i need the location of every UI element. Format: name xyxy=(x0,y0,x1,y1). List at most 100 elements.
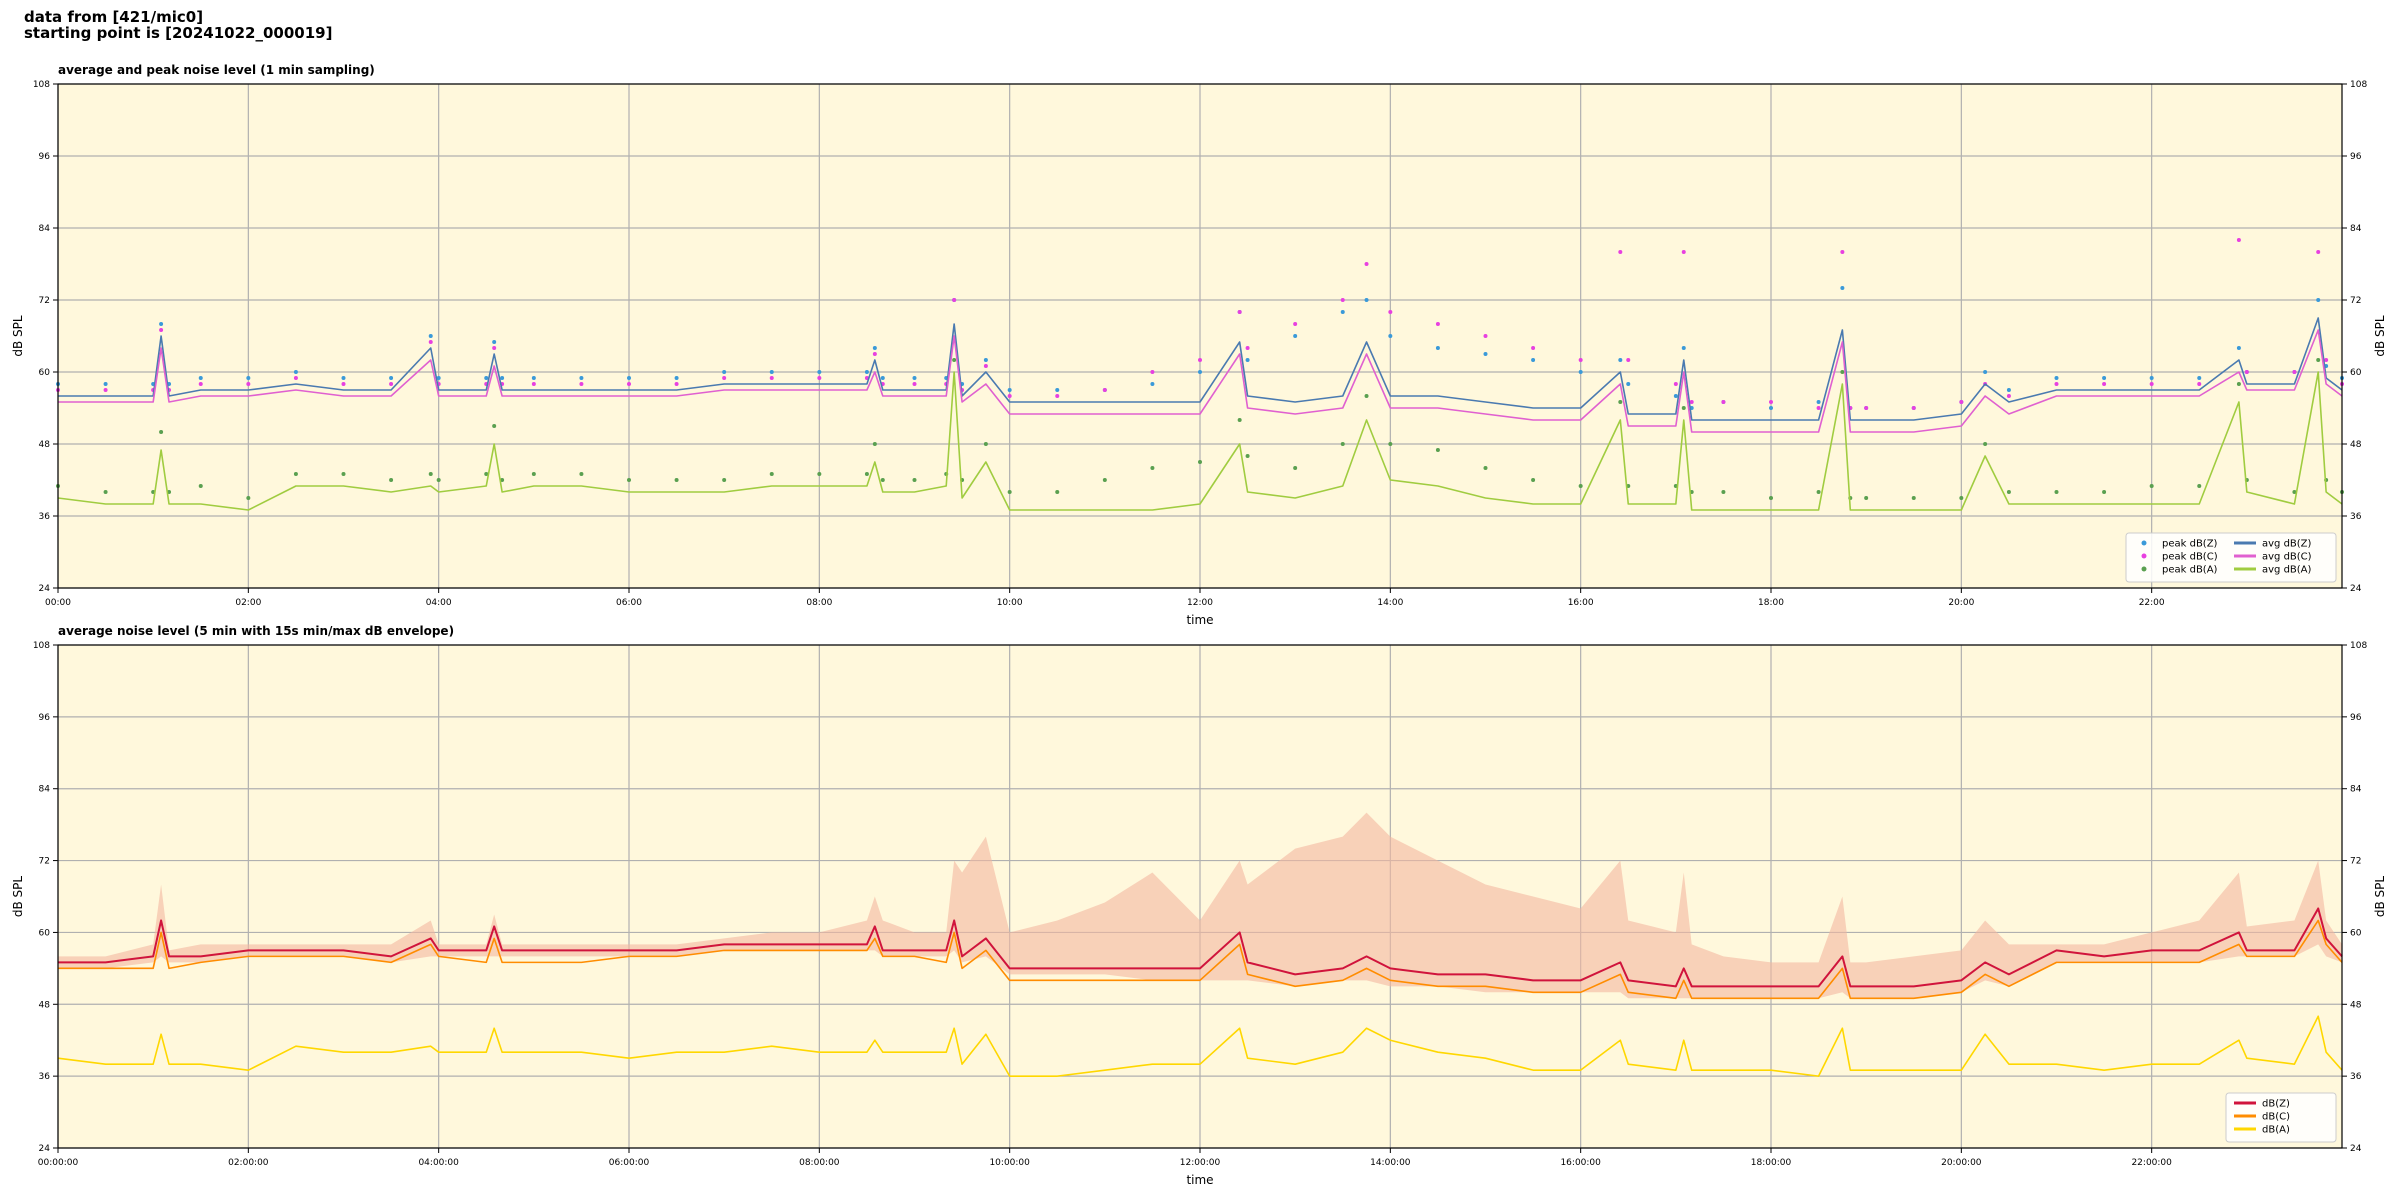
peak-point xyxy=(579,382,584,386)
y-tick-label: 108 xyxy=(33,80,50,90)
x-tick-label: 02:00 xyxy=(235,598,261,608)
peak-point xyxy=(1689,400,1694,404)
peak-point xyxy=(1721,490,1726,494)
peak-point xyxy=(983,442,988,446)
peak-point xyxy=(1531,478,1536,482)
y-tick-label: 24 xyxy=(2350,1144,2362,1154)
peak-point xyxy=(817,472,822,476)
y-tick-label: 48 xyxy=(39,1000,51,1010)
peak-point xyxy=(2316,358,2321,362)
peak-point xyxy=(1245,358,1250,362)
peak-point xyxy=(1007,388,1012,392)
peak-point xyxy=(1618,250,1623,254)
header-line: starting point is [20241022_000019] xyxy=(24,24,332,42)
peak-point xyxy=(2236,382,2241,386)
y-tick-label: 24 xyxy=(2350,584,2362,594)
y-tick-label: 72 xyxy=(39,296,50,306)
peak-point xyxy=(579,376,584,380)
peak-point xyxy=(872,346,877,350)
plot-frame xyxy=(57,644,2343,1149)
peak-point xyxy=(293,472,298,476)
peak-point xyxy=(817,376,822,380)
y-tick-label: 96 xyxy=(2350,713,2362,723)
peak-point xyxy=(492,346,497,350)
peak-point xyxy=(2197,382,2202,386)
peak-point xyxy=(436,478,441,482)
y-axis-label: dB SPL xyxy=(2373,315,2387,357)
peak-point xyxy=(2292,370,2297,374)
y-tick-label: 96 xyxy=(39,152,51,162)
peak-point xyxy=(492,340,497,344)
peak-point xyxy=(1388,442,1393,446)
peak-point xyxy=(1435,448,1440,452)
x-tick-label: 18:00:00 xyxy=(1751,1158,1792,1168)
peak-point xyxy=(428,472,433,476)
peak-point xyxy=(531,382,536,386)
series-line xyxy=(58,317,2343,421)
peak-point xyxy=(1816,490,1821,494)
peak-point xyxy=(912,478,917,482)
peak-point xyxy=(1840,286,1845,290)
peak-point xyxy=(1340,310,1345,314)
envelope xyxy=(58,812,2342,999)
peak-point xyxy=(1483,352,1488,356)
peak-point xyxy=(912,382,917,386)
peak-point xyxy=(1055,490,1060,494)
peak-point xyxy=(627,478,631,482)
peak-point xyxy=(2006,388,2011,392)
x-axis-label: time xyxy=(1186,613,1213,627)
peak-point xyxy=(1007,394,1012,398)
legend-label: dB(A) xyxy=(2262,1125,2290,1136)
peak-point xyxy=(872,352,877,356)
peak-point xyxy=(2197,484,2202,488)
peak-point xyxy=(1435,322,1440,326)
legend-label: dB(C) xyxy=(2262,1112,2290,1123)
peak-point xyxy=(2054,376,2059,380)
peak-point xyxy=(1293,334,1298,338)
peak-point xyxy=(1681,346,1686,350)
series-line xyxy=(58,919,2343,1000)
x-tick-label: 02:00:00 xyxy=(228,1158,269,1168)
legend-label: peak dB(A) xyxy=(2162,565,2218,576)
peak-point xyxy=(2102,490,2107,494)
peak-point xyxy=(1721,400,1726,404)
peak-point xyxy=(1911,496,1916,500)
peak-point xyxy=(2324,358,2329,362)
peak-point xyxy=(2006,490,2011,494)
y-tick-label: 48 xyxy=(39,440,51,450)
peak-point xyxy=(1150,382,1155,386)
peak-point xyxy=(1578,370,1583,374)
peak-point xyxy=(1198,460,1202,464)
peak-point xyxy=(1293,466,1298,470)
peak-point xyxy=(428,334,433,338)
peak-point xyxy=(500,478,505,482)
peak-point xyxy=(103,490,108,494)
peak-point xyxy=(1237,418,1242,422)
x-tick-label: 20:00 xyxy=(1948,598,1974,608)
peak-point xyxy=(2102,376,2107,380)
x-tick-label: 12:00 xyxy=(1187,598,1213,608)
peak-point xyxy=(1626,358,1631,362)
peak-point xyxy=(1150,466,1155,470)
y-axis-label: dB SPL xyxy=(11,315,25,357)
x-tick-label: 00:00 xyxy=(45,598,71,608)
peak-point xyxy=(1245,454,1250,458)
peak-point xyxy=(198,382,203,386)
series-line xyxy=(58,907,2343,988)
peak-point xyxy=(769,472,774,476)
peak-point xyxy=(531,472,536,476)
x-tick-label: 14:00:00 xyxy=(1370,1158,1411,1168)
peak-point xyxy=(1102,388,1107,392)
peak-point xyxy=(1840,250,1845,254)
peak-point xyxy=(500,376,505,380)
y-tick-label: 60 xyxy=(39,368,51,378)
peak-point xyxy=(1055,394,1060,398)
peak-point xyxy=(1198,370,1202,374)
peak-point xyxy=(1340,298,1345,302)
x-tick-label: 14:00 xyxy=(1377,598,1403,608)
series-line xyxy=(58,329,2343,433)
peak-point xyxy=(389,376,394,380)
peak-point xyxy=(1245,346,1250,350)
peak-point xyxy=(103,388,108,392)
peak-point xyxy=(1626,382,1631,386)
